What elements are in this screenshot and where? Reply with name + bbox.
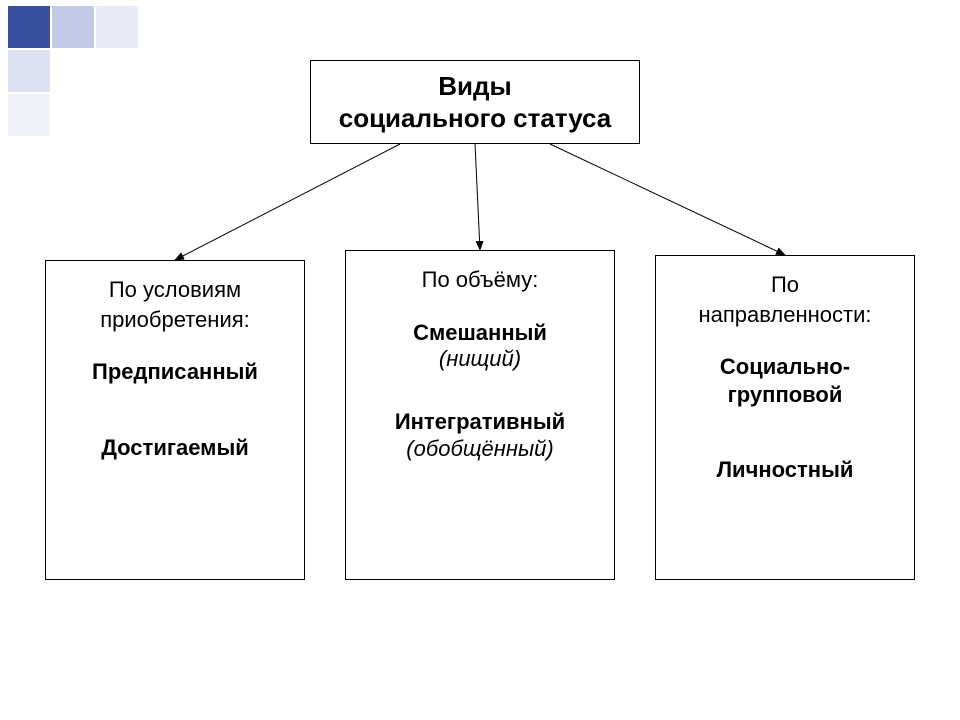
child-heading-line2: направленности: — [698, 300, 871, 330]
decor-square — [8, 6, 50, 48]
child-heading-line1: По объёму: — [422, 265, 539, 295]
child-heading: По условиямприобретения: — [100, 275, 250, 334]
decor-square — [52, 6, 94, 48]
root-title-line1: Виды — [438, 70, 511, 103]
root-title-line2: социального статуса — [339, 102, 612, 135]
child-heading: По объёму: — [422, 265, 539, 295]
child-item-label: Личностный — [717, 456, 854, 484]
child-item: Социально-групповой — [720, 353, 850, 408]
root-node: Виды социального статуса — [310, 60, 640, 144]
child-heading-line2: приобретения: — [100, 305, 250, 335]
child-item-note: (нищий) — [413, 346, 547, 372]
decor-square — [8, 50, 50, 92]
child-item: Смешанный(нищий) — [413, 319, 547, 373]
child-item: Предписанный — [92, 358, 258, 386]
child-node-conditions: По условиямприобретения: Предписанный Дост… — [45, 260, 305, 580]
child-item: Интегративный(обобщённый) — [395, 408, 565, 462]
child-node-volume: По объёму:Смешанный(нищий)Интегративный(… — [345, 250, 615, 580]
child-item-label: Социально-групповой — [720, 353, 850, 408]
child-item: Достигаемый — [101, 434, 249, 462]
child-item-note: (обобщённый) — [395, 436, 565, 462]
child-item-label: Интегративный — [395, 408, 565, 436]
child-heading-line1: По условиям — [100, 275, 250, 305]
child-item: Личностный — [717, 456, 854, 484]
decor-square — [8, 94, 50, 136]
child-node-direction: Понаправленности: Социально-групповой Личн… — [655, 255, 915, 580]
child-item-label: Достигаемый — [101, 434, 249, 462]
child-heading: Понаправленности: — [698, 270, 871, 329]
child-item-label: Смешанный — [413, 319, 547, 347]
decor-square — [96, 6, 138, 48]
child-item-label: Предписанный — [92, 358, 258, 386]
child-heading-line1: По — [698, 270, 871, 300]
